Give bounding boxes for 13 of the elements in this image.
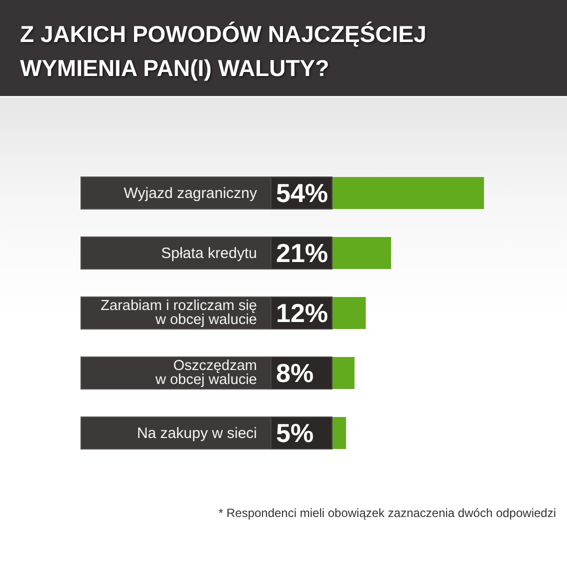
chart-title: Z JAKICH POWODÓW NAJCZĘŚCIEJ WYMIENIA PAN(I) WALUTY? [20, 20, 428, 83]
y-tick-label: Na zakupy w sieci [136, 424, 257, 442]
data-label: 54% [276, 178, 328, 208]
y-tick-label: Oszczędzam w obcej walucie [154, 358, 257, 388]
y-tick-label: Wyjazd zagraniczny [124, 184, 258, 202]
data-label: 5% [276, 418, 314, 448]
y-tick-label: Zarabiam i rozliczam się w obcej walucie [100, 298, 257, 328]
data-label: 21% [276, 238, 328, 268]
data-label: 12% [276, 298, 328, 328]
y-tick-label: Spłata kredytu [161, 244, 257, 262]
text: * Respondenci mieli obowiązek zaznaczenia dwóch odpowiedzi [218, 506, 556, 520]
data-label: 8% [276, 358, 314, 388]
bar [332, 417, 346, 449]
